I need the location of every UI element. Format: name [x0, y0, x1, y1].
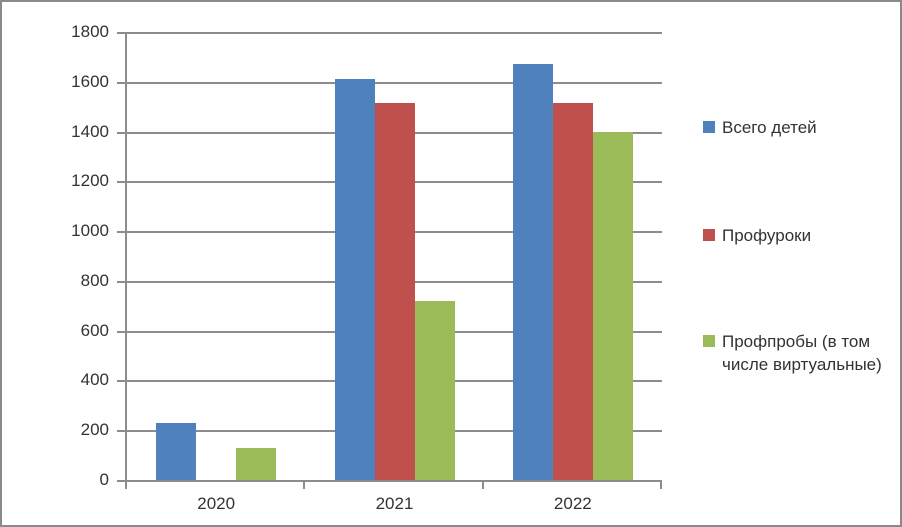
y-axis-tick-label: 400	[80, 370, 109, 390]
bar-series3-2021	[414, 300, 455, 480]
bar-series1-2021	[334, 79, 375, 480]
bar-series2-2022	[552, 102, 593, 480]
plot-area	[125, 32, 662, 482]
x-axis-tick-label: 2020	[197, 494, 236, 513]
y-axis-tick	[117, 231, 125, 234]
legend-label: Всего детей	[722, 118, 817, 137]
y-axis-tick	[117, 430, 125, 433]
x-axis-tick	[125, 482, 127, 489]
bar-series3-2022	[592, 131, 633, 480]
y-axis-tick-label: 1600	[71, 71, 109, 91]
legend-color-swatch	[703, 229, 715, 241]
y-axis-tick	[117, 32, 125, 34]
legend-item-series2: Профуроки	[703, 224, 811, 247]
bar-series3-2020	[236, 447, 277, 480]
y-axis-tick-label: 200	[80, 420, 109, 440]
y-axis-tick-label: 1200	[71, 171, 109, 191]
y-axis-tick-label: 1000	[71, 221, 109, 241]
x-axis-tick	[303, 482, 306, 489]
bar-series1-2022	[512, 64, 553, 480]
y-axis-tick	[117, 181, 125, 184]
bar-series2-2021	[374, 102, 415, 480]
legend-label: Профуроки	[722, 226, 812, 245]
legend-color-swatch	[703, 335, 715, 347]
legend-item-series3: Профпробы (в том числе виртуальные)	[703, 330, 894, 376]
y-axis-tick	[117, 330, 125, 333]
y-axis-tick	[117, 380, 125, 383]
bar-series1-2020	[156, 423, 197, 480]
y-axis-tick-label: 1400	[71, 121, 109, 141]
legend: Всего детей Профуроки Профпробы (в том чис…	[703, 2, 899, 525]
legend-color-swatch	[703, 121, 715, 133]
x-axis-tick	[481, 482, 484, 489]
y-axis-tick	[117, 280, 125, 283]
y-axis-tick	[117, 81, 125, 84]
legend-label: Профпробы (в том числе виртуальные)	[722, 332, 882, 374]
y-axis-tick-label: 600	[80, 320, 109, 340]
gridline	[127, 32, 662, 34]
y-axis-tick-label: 1800	[71, 22, 109, 41]
x-axis-tick	[660, 482, 662, 489]
gridline	[127, 81, 662, 84]
x-axis-tick-label: 2022	[553, 494, 592, 513]
y-axis-tick-label: 800	[80, 270, 109, 290]
y-axis-tick-label: 0	[99, 470, 109, 489]
y-axis-tick	[117, 480, 125, 482]
x-axis-tick-label: 2021	[375, 494, 414, 513]
legend-item-series1: Всего детей	[703, 116, 817, 139]
y-axis-tick	[117, 131, 125, 134]
